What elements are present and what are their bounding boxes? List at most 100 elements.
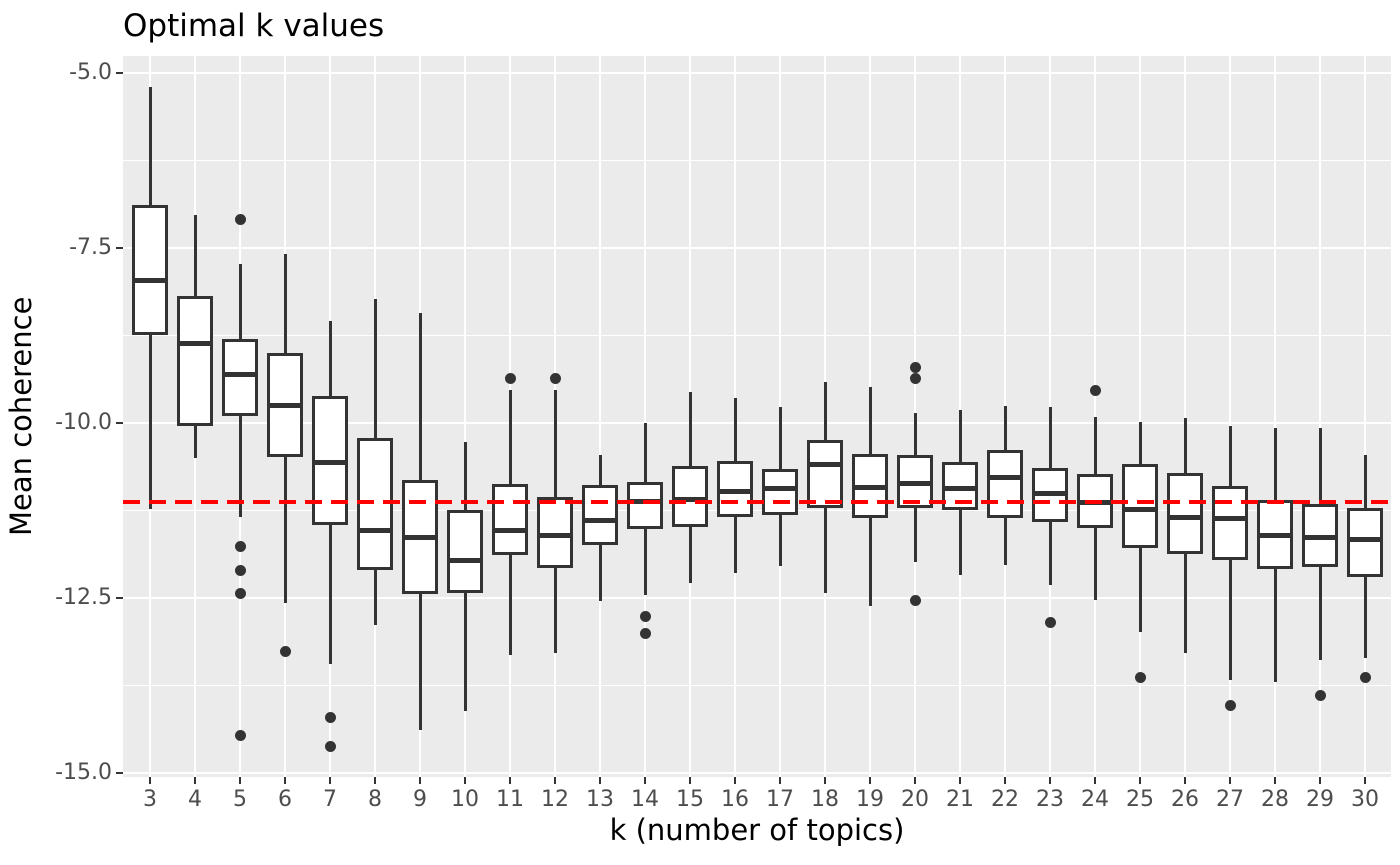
x-tick-label: 16 bbox=[721, 787, 749, 812]
median-line bbox=[1167, 515, 1203, 520]
median-line bbox=[312, 460, 348, 466]
x-tick-label: 21 bbox=[946, 787, 974, 812]
median-line bbox=[942, 485, 978, 491]
outlier-dot bbox=[234, 213, 246, 225]
x-tick-label: 29 bbox=[1306, 787, 1334, 812]
median-line bbox=[132, 277, 168, 283]
y-gridline-minor bbox=[123, 685, 1391, 686]
box-iqr bbox=[132, 205, 168, 335]
x-gridline-major bbox=[1364, 56, 1366, 777]
y-gridline-major bbox=[123, 72, 1391, 74]
box-iqr bbox=[807, 439, 843, 509]
plot-panel bbox=[123, 56, 1391, 777]
median-line bbox=[537, 532, 573, 538]
x-tick-label: 13 bbox=[586, 787, 614, 812]
x-tick-label: 4 bbox=[188, 787, 202, 812]
box-iqr bbox=[1347, 507, 1383, 577]
y-tick-label: -12.5 bbox=[55, 585, 112, 610]
x-tick-mark bbox=[914, 777, 916, 784]
x-tick-mark bbox=[734, 777, 736, 784]
box-iqr bbox=[1167, 472, 1203, 554]
x-tick-label: 9 bbox=[413, 787, 427, 812]
median-line bbox=[492, 527, 528, 533]
median-line bbox=[807, 461, 843, 467]
median-line bbox=[1212, 516, 1248, 522]
x-tick-label: 24 bbox=[1081, 787, 1109, 812]
outlier-dot bbox=[1134, 672, 1146, 684]
median-line bbox=[987, 475, 1023, 481]
median-line bbox=[672, 496, 708, 502]
box-iqr bbox=[222, 339, 258, 416]
outlier-dot bbox=[234, 540, 246, 552]
box-iqr bbox=[717, 460, 753, 517]
x-tick-label: 19 bbox=[856, 787, 884, 812]
x-tick-mark bbox=[824, 777, 826, 784]
x-tick-label: 10 bbox=[451, 787, 479, 812]
outlier-dot bbox=[279, 646, 291, 658]
x-gridline-major bbox=[1139, 56, 1141, 777]
median-line bbox=[897, 480, 933, 486]
y-tick-label: -15.0 bbox=[55, 760, 112, 785]
x-gridline-major bbox=[1319, 56, 1321, 777]
x-tick-mark bbox=[869, 777, 871, 784]
y-gridline-major bbox=[123, 597, 1391, 599]
plot-title: Optimal k values bbox=[123, 8, 385, 44]
outlier-dot bbox=[234, 588, 246, 600]
x-tick-label: 17 bbox=[766, 787, 794, 812]
x-tick-label: 25 bbox=[1126, 787, 1154, 812]
x-tick-mark bbox=[239, 777, 241, 784]
x-tick-label: 6 bbox=[278, 787, 292, 812]
median-line bbox=[717, 489, 753, 495]
x-tick-mark bbox=[284, 777, 286, 784]
x-tick-label: 18 bbox=[811, 787, 839, 812]
x-gridline-major bbox=[1094, 56, 1096, 777]
x-gridline-major bbox=[1184, 56, 1186, 777]
x-tick-mark bbox=[644, 777, 646, 784]
y-gridline-major bbox=[123, 247, 1391, 249]
x-tick-label: 3 bbox=[143, 787, 157, 812]
y-gridline-minor bbox=[123, 160, 1391, 161]
x-gridline-major bbox=[599, 56, 601, 777]
median-line bbox=[1257, 532, 1293, 538]
x-tick-mark bbox=[1274, 777, 1276, 784]
outlier-dot bbox=[324, 740, 336, 752]
box-iqr bbox=[582, 485, 618, 546]
median-line bbox=[402, 534, 438, 540]
median-line bbox=[267, 403, 303, 408]
box-iqr bbox=[1212, 486, 1248, 561]
outlier-dot bbox=[639, 610, 651, 622]
x-tick-mark bbox=[1004, 777, 1006, 784]
box-iqr bbox=[447, 509, 483, 594]
x-tick-label: 20 bbox=[901, 787, 929, 812]
x-tick-mark bbox=[689, 777, 691, 784]
x-tick-mark bbox=[1319, 777, 1321, 784]
y-gridline-minor bbox=[123, 335, 1391, 336]
y-tick-mark bbox=[116, 422, 123, 424]
x-gridline-major bbox=[1229, 56, 1231, 777]
box-iqr bbox=[762, 469, 798, 515]
median-line bbox=[1032, 490, 1068, 496]
outlier-dot bbox=[1089, 385, 1101, 397]
x-tick-mark bbox=[779, 777, 781, 784]
median-line bbox=[222, 372, 258, 378]
median-line bbox=[1302, 534, 1338, 540]
outlier-dot bbox=[909, 372, 921, 384]
x-tick-label: 23 bbox=[1036, 787, 1064, 812]
median-line bbox=[582, 517, 618, 523]
median-line bbox=[852, 484, 888, 490]
reference-line bbox=[123, 500, 1391, 505]
x-tick-label: 11 bbox=[496, 787, 524, 812]
box-iqr bbox=[627, 481, 663, 529]
x-tick-label: 28 bbox=[1261, 787, 1289, 812]
x-tick-label: 26 bbox=[1171, 787, 1199, 812]
x-tick-mark bbox=[1364, 777, 1366, 784]
y-gridline-major bbox=[123, 772, 1391, 774]
x-tick-label: 22 bbox=[991, 787, 1019, 812]
x-tick-label: 27 bbox=[1216, 787, 1244, 812]
box-iqr bbox=[492, 483, 528, 556]
outlier-dot bbox=[1044, 617, 1056, 628]
outlier-dot bbox=[1359, 672, 1371, 684]
x-gridline-major bbox=[1274, 56, 1276, 777]
outlier-dot bbox=[639, 628, 651, 640]
median-line bbox=[357, 527, 393, 533]
